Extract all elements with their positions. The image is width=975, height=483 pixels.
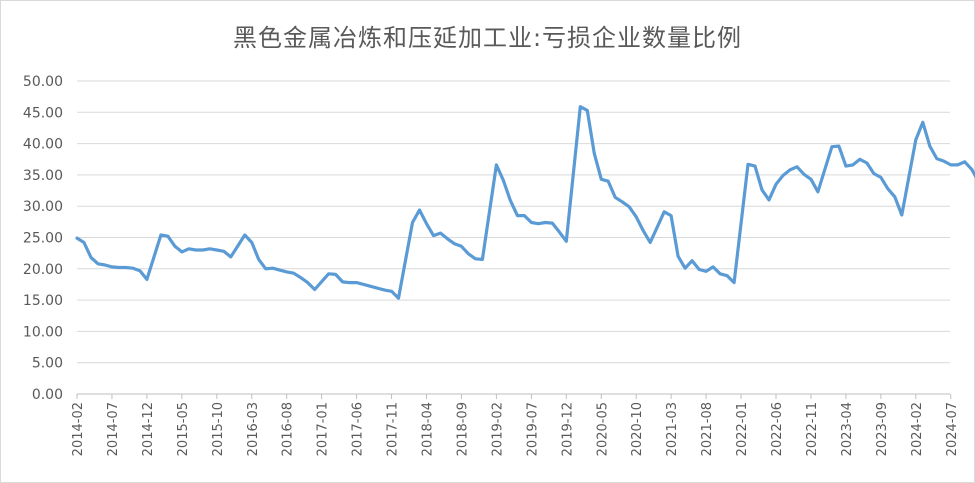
x-tick-label: 2022-06 <box>770 402 785 456</box>
x-tick-label: 2019-07 <box>525 402 540 456</box>
x-tick-label: 2014-07 <box>106 402 121 456</box>
x-tick-label: 2022-01 <box>735 402 750 456</box>
x-tick-label: 2021-08 <box>700 402 715 456</box>
x-tick-label: 2017-01 <box>316 402 331 456</box>
x-tick-label: 2019-02 <box>490 402 505 456</box>
x-tick-label: 2017-06 <box>351 402 366 456</box>
x-tick-label: 2015-05 <box>176 402 191 456</box>
y-tick-label: 25.00 <box>23 231 63 247</box>
x-tick-label: 2018-09 <box>455 402 470 456</box>
y-tick-label: 50.00 <box>23 74 63 90</box>
series-layer <box>75 105 975 300</box>
x-axis: 2014-02 2014-07 2014-12 2015-05 2015-10 2016-… <box>71 393 960 456</box>
x-tick-label: 2024-07 <box>945 402 960 456</box>
x-tick-label: 2020-10 <box>630 402 645 456</box>
y-tick-label: 10.00 <box>23 324 63 340</box>
x-tick-label: 2019-12 <box>560 402 575 456</box>
y-tick-label: 30.00 <box>23 199 63 215</box>
series-line <box>75 105 975 300</box>
chart-title: 黑色金属冶炼和压延加工业:亏损企业数量比例 <box>232 24 743 52</box>
x-tick-label: 2024-02 <box>910 402 925 456</box>
x-tick-label: 2014-12 <box>141 402 156 456</box>
y-tick-label: 20.00 <box>23 262 63 278</box>
gridlines <box>77 80 950 364</box>
x-tick-label: 2023-04 <box>840 402 855 456</box>
x-tick-label: 2015-10 <box>211 402 226 456</box>
x-tick-label: 2014-02 <box>71 402 86 456</box>
x-tick-label: 2020-05 <box>595 402 610 456</box>
x-tick-label: 2016-03 <box>246 402 261 456</box>
x-tick-label: 2017-11 <box>386 402 401 456</box>
y-tick-label: 35.00 <box>23 168 63 184</box>
y-tick-label: 45.00 <box>23 105 63 121</box>
x-tick-label: 2018-04 <box>421 402 436 456</box>
x-tick-label: 2016-08 <box>281 402 296 456</box>
y-tick-label: 0.00 <box>32 387 63 403</box>
x-tick-label: 2021-03 <box>665 402 680 456</box>
y-tick-label: 5.00 <box>32 356 63 372</box>
x-tick-label: 2022-11 <box>805 402 820 456</box>
y-tick-label: 40.00 <box>23 137 63 153</box>
y-tick-label: 15.00 <box>23 293 63 309</box>
y-axis-labels: 0.00 5.00 10.00 15.00 20.00 25.00 30.00 35.00 40… <box>23 74 63 403</box>
x-tick-label: 2023-09 <box>875 402 890 456</box>
